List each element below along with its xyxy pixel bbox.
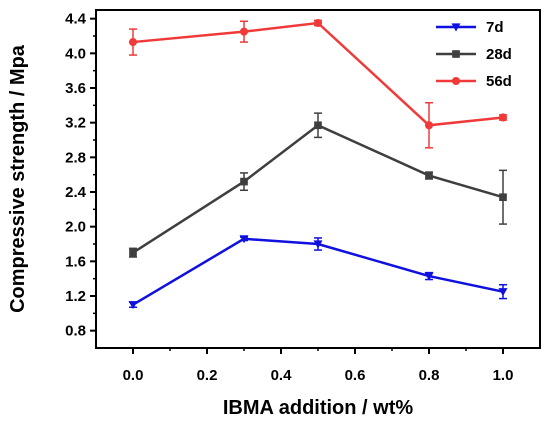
data-marker (240, 177, 248, 186)
data-marker (498, 113, 508, 122)
y-tick-label: 3.2 (65, 115, 86, 132)
x-tick-label: 0.8 (419, 367, 440, 384)
plot-area-frame (95, 9, 541, 349)
x-tick-label: 0.6 (345, 367, 366, 384)
legend-label: 56d (486, 73, 512, 90)
series-7d (128, 235, 508, 310)
legend-item-7d: 7d (436, 19, 504, 36)
x-tick-label: 0.0 (123, 367, 144, 384)
data-marker (128, 38, 138, 47)
data-marker (128, 301, 138, 310)
x-axis-ticks: 0.0 0.2 0.4 0.6 0.8 1.0 (123, 348, 514, 384)
y-axis-label: Compressive strength / Mpa (7, 44, 29, 313)
data-marker (239, 27, 249, 36)
legend-label: 7d (486, 19, 504, 36)
y-tick-label: 4.0 (65, 45, 86, 62)
x-axis-label: IBMA addition / wt% (223, 397, 414, 419)
x-tick-label: 0.2 (197, 367, 218, 384)
data-marker (239, 235, 249, 244)
series-line (132, 21, 504, 127)
data-marker (129, 248, 137, 257)
series-layer (128, 18, 508, 310)
x-tick-label: 0.4 (271, 367, 293, 384)
x-tick-label: 1.0 (493, 367, 514, 384)
legend-item-56d: 56d (436, 73, 512, 90)
y-tick-label: 4.4 (65, 11, 87, 28)
y-tick-label: 0.8 (65, 323, 86, 340)
data-marker (313, 240, 323, 249)
data-marker (499, 193, 507, 202)
data-marker (451, 23, 461, 32)
data-marker (425, 171, 433, 180)
data-marker (451, 76, 461, 86)
legend-label: 28d (486, 46, 512, 63)
series-28d (129, 112, 507, 258)
y-axis-ticks: 0.8 1.2 1.6 2.0 2.4 2.8 3.2 3.6 4.0 4.4 (65, 11, 96, 340)
series-56d (128, 18, 508, 149)
data-marker (313, 18, 323, 28)
y-tick-label: 2.4 (65, 184, 87, 201)
data-marker (452, 50, 460, 58)
data-marker (424, 121, 434, 130)
data-marker (498, 288, 508, 297)
data-marker (314, 121, 322, 130)
y-tick-label: 2.0 (65, 219, 86, 236)
y-tick-label: 1.6 (65, 253, 86, 270)
series-line (132, 123, 504, 254)
legend-item-28d: 28d (436, 46, 512, 63)
y-tick-label: 1.2 (65, 288, 86, 305)
legend: 7d 28d 56d (436, 19, 512, 90)
y-tick-label: 3.6 (65, 80, 86, 97)
data-marker (424, 272, 434, 281)
y-tick-label: 2.8 (65, 149, 86, 166)
